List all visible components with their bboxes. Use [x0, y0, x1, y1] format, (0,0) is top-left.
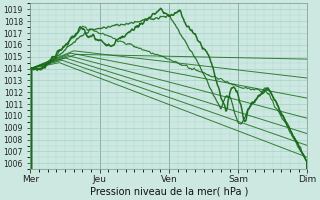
X-axis label: Pression niveau de la mer( hPa ): Pression niveau de la mer( hPa ) — [90, 187, 248, 197]
